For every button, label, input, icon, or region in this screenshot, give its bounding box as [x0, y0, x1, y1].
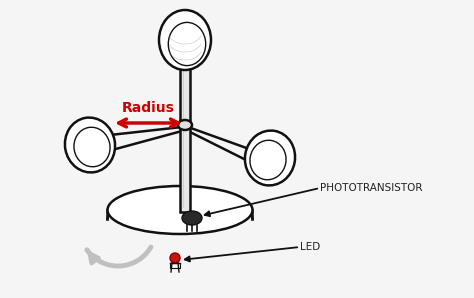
Polygon shape — [180, 35, 190, 212]
Ellipse shape — [182, 211, 202, 225]
Ellipse shape — [65, 118, 115, 173]
Ellipse shape — [170, 253, 180, 263]
Text: PHOTOTRANSISTOR: PHOTOTRANSISTOR — [320, 183, 422, 193]
Text: Radius: Radius — [122, 101, 175, 115]
Text: LED: LED — [300, 242, 320, 252]
Ellipse shape — [108, 186, 253, 234]
Ellipse shape — [178, 120, 192, 130]
Ellipse shape — [159, 10, 211, 70]
Ellipse shape — [245, 131, 295, 185]
